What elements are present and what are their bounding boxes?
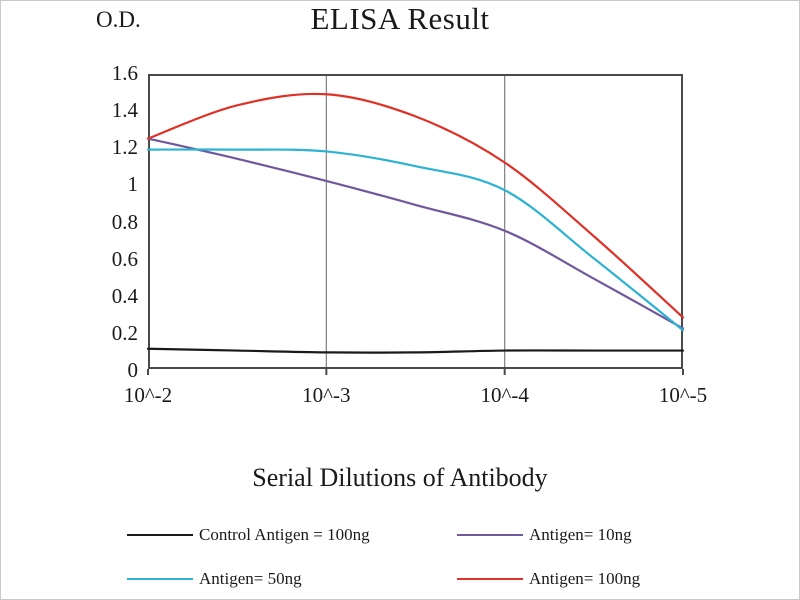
y-axis-title: O.D. — [96, 7, 141, 32]
legend-item: Control Antigen = 100ng — [127, 525, 457, 545]
x-axis-tick-labels: 10^-2 10^-3 10^-4 10^-5 — [124, 383, 707, 409]
series-line-antigen-100ng — [146, 92, 685, 319]
plot-area — [146, 74, 685, 375]
chart-title: ELISA Result — [310, 1, 490, 36]
y-tick-label: 1.2 — [111, 135, 138, 160]
series-line-antigen-50ng — [146, 148, 685, 332]
y-tick-label: 0.8 — [111, 209, 138, 234]
legend-label: Control Antigen = 100ng — [199, 525, 370, 544]
legend-item: Antigen= 50ng — [127, 569, 457, 589]
x-tick-label: 10^-5 — [658, 383, 708, 407]
legend-item: Antigen= 10ng — [457, 525, 687, 545]
y-axis-tick-labels: 1.6 1.4 1.2 1 0.8 0.6 0.4 0.2 0 — [56, 63, 138, 381]
series-line-control-antigen-100ng — [146, 347, 685, 354]
legend-line-sample-red — [457, 578, 523, 580]
y-tick-label: 0.4 — [111, 283, 138, 308]
legend-label: Antigen= 50ng — [199, 569, 302, 588]
chart-legend: Control Antigen = 100ng Antigen= 10ng An… — [127, 525, 687, 589]
legend-line-sample-cyan — [127, 578, 193, 580]
plot-border — [148, 74, 683, 369]
y-tick-label: 1 — [127, 172, 139, 197]
chart-plot-svg — [146, 74, 685, 375]
x-tick-label: 10^-2 — [123, 383, 173, 407]
y-tick-label: 0.2 — [111, 320, 138, 345]
x-axis-title: Serial Dilutions of Antibody — [252, 463, 548, 492]
x-tick-label: 10^-3 — [302, 383, 351, 407]
legend-item: Antigen= 100ng — [457, 569, 687, 589]
y-tick-label: 1.4 — [111, 98, 138, 123]
y-tick-label: 0.6 — [111, 246, 138, 271]
legend-label: Antigen= 10ng — [529, 525, 632, 544]
y-tick-label: 0 — [127, 358, 139, 382]
legend-line-sample-black — [127, 534, 193, 536]
legend-line-sample-purple — [457, 534, 523, 536]
legend-label: Antigen= 100ng — [529, 569, 641, 588]
series-line-antigen-10ng — [146, 137, 685, 330]
x-tick-label: 10^-4 — [480, 383, 529, 407]
y-tick-label: 1.6 — [111, 61, 138, 85]
